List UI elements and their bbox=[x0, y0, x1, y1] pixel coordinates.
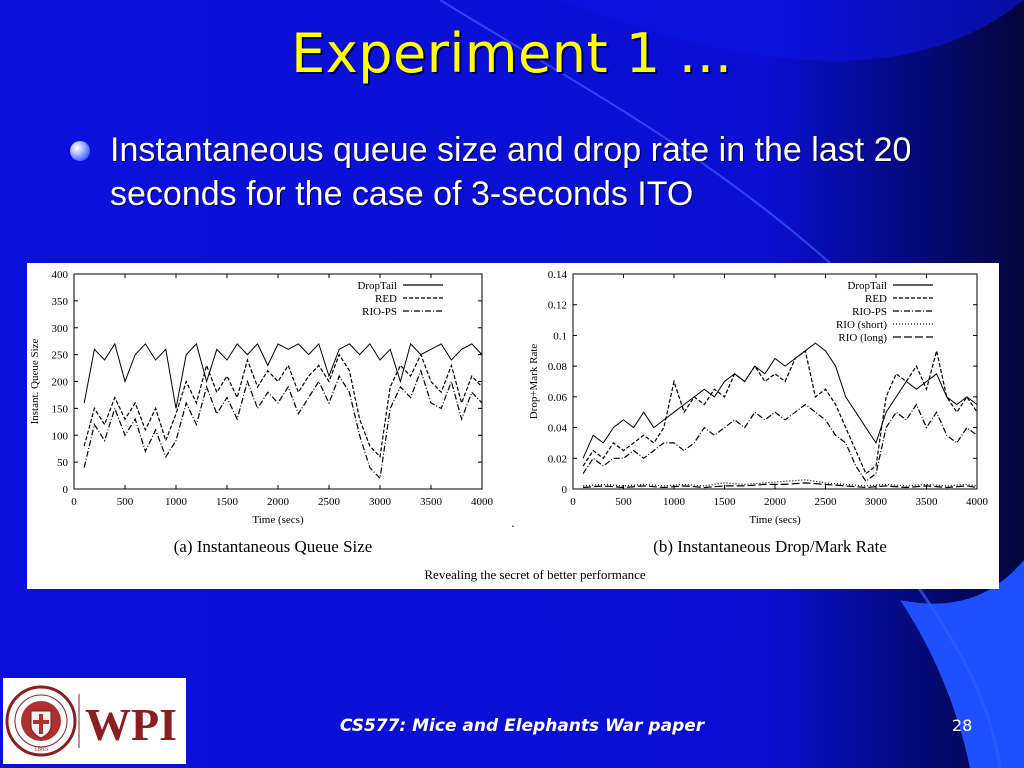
seal-year: 1865 bbox=[34, 745, 49, 753]
chart-b-legend-label: RED bbox=[865, 293, 887, 305]
chart-a-series-line-droptail bbox=[83, 342, 483, 409]
chart-a-x-tick-label: 2000 bbox=[267, 496, 290, 508]
chart-b-y-tick-label: 0.12 bbox=[548, 300, 567, 312]
chart-a-y-tick-label: 100 bbox=[52, 430, 69, 442]
chart-a-x-tick-label: 0 bbox=[71, 496, 77, 508]
chart-a-x-tick-label: 3000 bbox=[369, 496, 392, 508]
chart-b-series-line-rio-ps bbox=[582, 403, 978, 483]
chart-a-x-tick-label: 1000 bbox=[165, 496, 188, 508]
chart-a-subcaption: (a) Instantaneous Queue Size bbox=[174, 537, 373, 556]
chart-a-y-tick-label: 250 bbox=[52, 350, 69, 362]
chart-b-x-tick-label: 4000 bbox=[966, 496, 989, 508]
chart-a-y-tick-label: 0 bbox=[63, 484, 69, 496]
slide-title: Experiment 1 … bbox=[291, 22, 733, 85]
chart-b-x-tick-label: 1000 bbox=[663, 496, 686, 508]
chart-a-series-line-red bbox=[83, 353, 483, 459]
chart-b-legend-label: RIO-PS bbox=[852, 306, 887, 318]
chart-a-legend-label: RIO-PS bbox=[362, 306, 397, 318]
chart-b-y-tick-label: 0.02 bbox=[548, 453, 567, 465]
chart-b-x-tick-label: 2500 bbox=[815, 496, 838, 508]
chart-a-y-axis-title: Instant. Queue Size bbox=[29, 338, 41, 424]
chart-a-x-tick-label: 1500 bbox=[216, 496, 239, 508]
chart-a-y-tick-label: 150 bbox=[52, 403, 69, 415]
chart-b-y-tick-label: 0 bbox=[562, 484, 568, 496]
chart-b-y-tick-label: 0.04 bbox=[548, 423, 568, 435]
chart-a-y-tick-label: 50 bbox=[57, 457, 69, 469]
chart-a-legend-label: RED bbox=[375, 293, 397, 305]
chart-a-x-tick-label: 3500 bbox=[420, 496, 443, 508]
chart-b-plot-frame bbox=[572, 273, 978, 490]
chart-a-legend-label: DropTail bbox=[357, 280, 397, 292]
wpi-logo: 1865 WPI bbox=[3, 678, 186, 764]
chart-b-x-axis-title: Time (secs) bbox=[749, 514, 801, 526]
chart-a-y-tick-label: 400 bbox=[52, 269, 69, 281]
chart-a-x-axis-title: Time (secs) bbox=[252, 514, 304, 526]
bullet-text: Instantaneous queue size and drop rate i… bbox=[110, 131, 912, 213]
bullet-dot-icon bbox=[70, 141, 90, 161]
chart-b-series-line-rio-short bbox=[583, 479, 978, 487]
page-number: 28 bbox=[952, 716, 973, 735]
chart-b-legend-label: RIO (short) bbox=[836, 319, 887, 331]
chart-b-legend-label: DropTail bbox=[847, 280, 887, 292]
chart-b-legend-label: RIO (long) bbox=[838, 332, 887, 344]
chart-b-x-tick-label: 3000 bbox=[865, 496, 888, 508]
chart-a-y-tick-label: 300 bbox=[52, 323, 69, 335]
chart-b-y-tick-label: 0.08 bbox=[548, 361, 568, 373]
chart-b-series-line-droptail bbox=[582, 342, 978, 459]
chart-b-y-tick-label: 0.06 bbox=[548, 392, 568, 404]
chart-a-x-tick-label: 500 bbox=[117, 496, 134, 508]
chart-a-plot-frame bbox=[73, 273, 483, 490]
chart-b-y-axis-title: Drop+Mark Rate bbox=[528, 344, 540, 420]
chart-b-x-tick-label: 2000 bbox=[764, 496, 787, 508]
figure-stray-dot: . bbox=[511, 515, 514, 530]
chart-a-y-tick-label: 350 bbox=[52, 296, 69, 308]
figure-caption: Revealing the secret of better performan… bbox=[424, 567, 645, 582]
chart-b-x-tick-label: 500 bbox=[615, 496, 632, 508]
chart-a-y-tick-label: 200 bbox=[52, 377, 69, 389]
figure-charts: 0 500 1000 1500 2000 2500 3000 3500 400005010015… bbox=[29, 269, 989, 582]
chart-b-x-tick-label: 0 bbox=[570, 496, 576, 508]
chart-b-y-tick-label: 0.1 bbox=[553, 330, 567, 342]
wpi-seal-icon: 1865 WPI bbox=[5, 685, 177, 757]
chart-a-x-tick-label: 2500 bbox=[318, 496, 341, 508]
figure-panel: 0 500 1000 1500 2000 2500 3000 3500 4000 0 50 100 15… bbox=[27, 263, 999, 589]
chart-a-x-tick-label: 4000 bbox=[471, 496, 494, 508]
chart-b-x-tick-label: 1500 bbox=[714, 496, 737, 508]
chart-b-series-line-red bbox=[582, 349, 978, 475]
chart-b-series-line-rio-long bbox=[583, 482, 978, 489]
chart-b-subcaption: (b) Instantaneous Drop/Mark Rate bbox=[653, 537, 887, 556]
chart-b-y-tick-label: 0.14 bbox=[548, 269, 568, 281]
footer-text: CS577: Mice and Elephants War paper bbox=[339, 716, 705, 736]
chart-b-x-tick-label: 3500 bbox=[916, 496, 939, 508]
chart-a-series-line-rio-ps bbox=[83, 368, 483, 480]
wpi-logo-text: WPI bbox=[85, 699, 177, 750]
